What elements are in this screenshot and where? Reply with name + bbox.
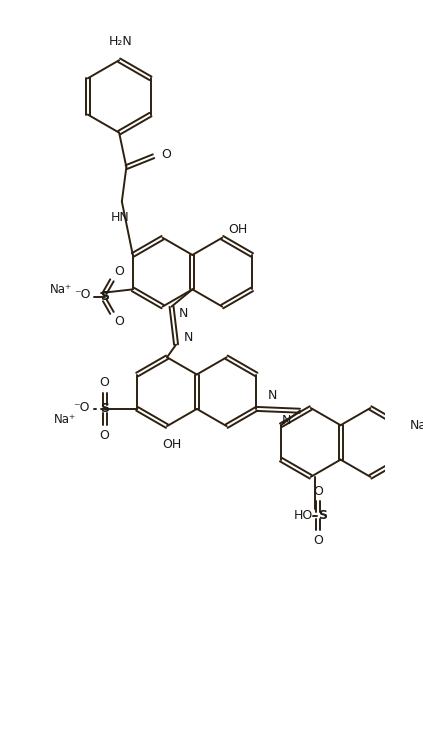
Text: O: O: [313, 485, 323, 497]
Text: S: S: [318, 509, 327, 523]
Text: ⁻O: ⁻O: [74, 289, 90, 301]
Text: N: N: [267, 389, 277, 401]
Text: O: O: [114, 314, 124, 328]
Text: N: N: [179, 307, 188, 320]
Text: O: O: [100, 376, 110, 389]
Text: S: S: [100, 290, 109, 303]
Text: S: S: [100, 402, 109, 415]
Text: Na: Na: [409, 418, 423, 432]
Text: H₂N: H₂N: [109, 35, 133, 47]
Text: O: O: [114, 266, 124, 278]
Text: O: O: [100, 429, 110, 442]
Text: OH: OH: [228, 223, 248, 236]
Text: Na⁺: Na⁺: [50, 283, 72, 296]
Text: N: N: [183, 331, 193, 344]
Text: ⁻O: ⁻O: [74, 401, 90, 413]
Text: OH: OH: [162, 438, 181, 451]
Text: O: O: [162, 148, 172, 161]
Text: O: O: [313, 534, 323, 547]
Text: HN: HN: [111, 210, 129, 224]
Text: N: N: [282, 414, 291, 427]
Text: HO: HO: [293, 509, 313, 523]
Text: Na⁺: Na⁺: [53, 413, 76, 427]
